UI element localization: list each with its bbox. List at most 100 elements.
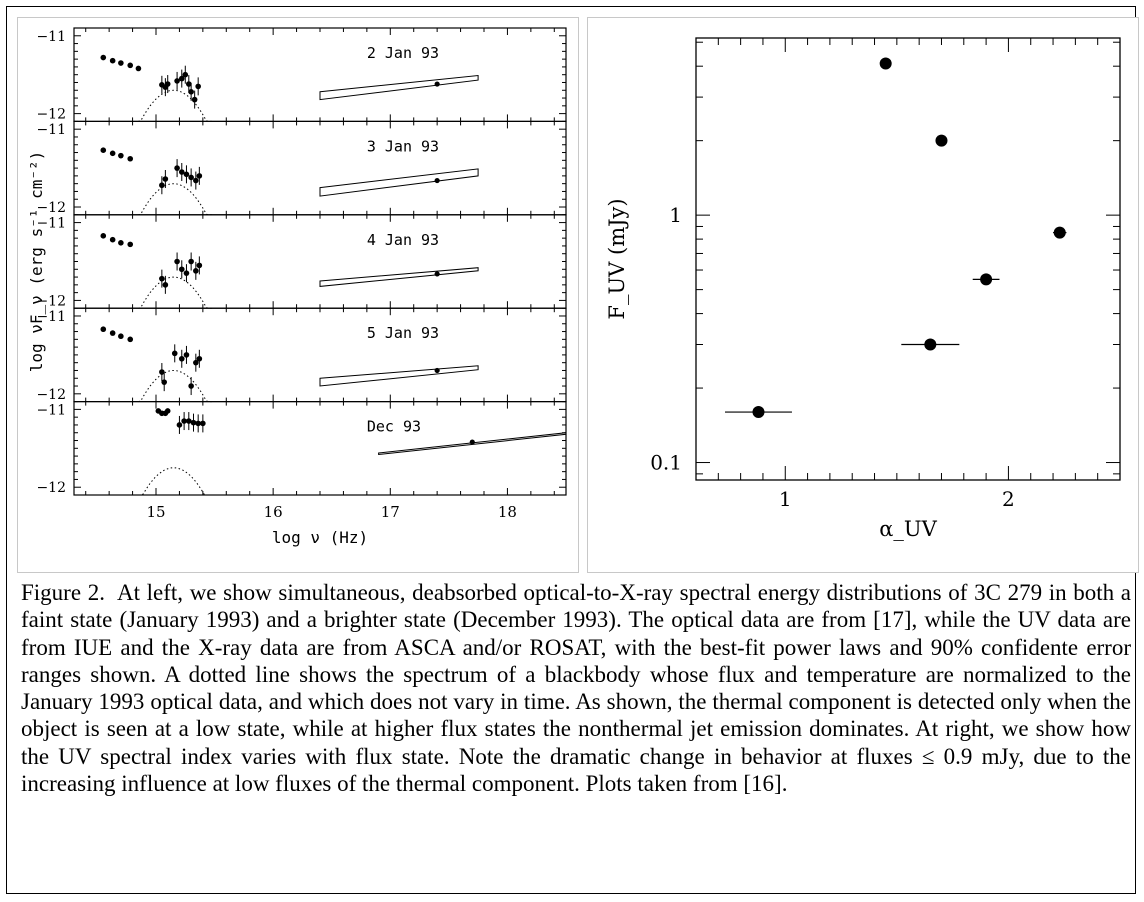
y-tick-label: −12 xyxy=(36,200,66,216)
uv-point xyxy=(188,383,194,389)
blackbody-curve xyxy=(138,183,214,216)
uv-point xyxy=(193,177,199,184)
uv-point xyxy=(193,268,199,274)
data-point xyxy=(752,406,765,419)
sed-panel: −11 −12 2 Jan 93 xyxy=(36,27,567,123)
y-tick-label: −11 xyxy=(36,402,66,418)
y-tick-label: −11 xyxy=(36,122,66,138)
xray-pivot-point xyxy=(434,81,440,87)
xray-bowtie xyxy=(319,74,479,101)
data-point xyxy=(879,57,892,70)
x-tick-label: 2 xyxy=(1002,487,1015,511)
caption-text: At left, we show simultaneous, deabsorbe… xyxy=(21,580,1132,797)
xray-pivot-point xyxy=(434,271,440,277)
sed-panel: −11 −12 4 Jan 93 xyxy=(36,214,567,309)
uv-point xyxy=(174,78,180,84)
optical-point xyxy=(127,155,134,162)
optical-point xyxy=(164,408,171,414)
optical-point xyxy=(100,233,107,239)
panel-label: 2 Jan 93 xyxy=(367,44,439,62)
uv-point xyxy=(188,258,194,265)
x-tick-label: 18 xyxy=(498,503,517,521)
uv-index-chart: 0.1 1 1 2 α_UV F_UV (mJy) xyxy=(605,37,1121,541)
panel-border xyxy=(73,27,567,123)
y-tick-label: −12 xyxy=(36,293,66,309)
panel-label: 5 Jan 93 xyxy=(367,324,439,342)
optical-point xyxy=(118,240,124,246)
uv-point xyxy=(196,355,203,362)
x-axis-label: log ν (Hz) xyxy=(272,528,368,547)
y-axis-label: log νF_ν (erg s⁻¹ cm⁻²) xyxy=(27,151,46,373)
uv-point xyxy=(176,422,183,428)
blackbody-curve xyxy=(138,276,214,309)
panel-label: Dec 93 xyxy=(367,418,421,436)
uv-point xyxy=(164,81,171,87)
uv-point xyxy=(159,182,165,189)
y-tick-label: −12 xyxy=(36,480,66,496)
data-point xyxy=(924,338,937,351)
y-tick-label: −11 xyxy=(36,29,66,45)
panel-label: 4 Jan 93 xyxy=(367,231,439,249)
uv-point xyxy=(196,262,203,269)
uv-point xyxy=(178,169,185,175)
x-tick-label: 16 xyxy=(264,503,283,521)
uv-point xyxy=(196,173,203,179)
panel-border xyxy=(73,401,567,496)
xray-pivot-point xyxy=(469,439,475,445)
uv-point xyxy=(162,176,169,182)
uv-point xyxy=(191,96,198,103)
uv-point xyxy=(162,282,169,288)
uv-index-chart-panel: 0.1 1 1 2 α_UV F_UV (mJy) xyxy=(587,17,1139,573)
panel-border xyxy=(73,120,567,216)
uv-point xyxy=(186,418,192,424)
optical-point xyxy=(127,62,134,69)
panel-border xyxy=(73,307,567,403)
y-tick-label: −12 xyxy=(36,387,66,403)
y-tick-label: 0.1 xyxy=(650,451,682,475)
uv-point xyxy=(159,369,165,375)
blackbody-curve xyxy=(138,369,214,403)
uv-point xyxy=(159,275,165,282)
xray-bowtie xyxy=(319,267,479,287)
optical-point xyxy=(118,333,124,340)
uv-point xyxy=(182,71,189,78)
uv-point xyxy=(174,258,180,265)
uv-point xyxy=(178,266,185,273)
optical-point xyxy=(100,326,107,333)
uv-point xyxy=(186,81,192,87)
caption-lead: Figure 2. xyxy=(21,580,105,605)
uv-point xyxy=(161,379,167,385)
uv-point xyxy=(178,355,185,362)
xray-bowtie xyxy=(378,432,567,456)
x-tick-label: 1 xyxy=(779,487,792,511)
panel-border xyxy=(73,214,567,309)
data-point xyxy=(1053,226,1066,239)
sed-chart-panel: −11 −12 2 Jan 93 −11 −12 3 Jan 93 −11 −12 4 Jan … xyxy=(17,17,579,573)
optical-point xyxy=(109,236,116,243)
uv-point xyxy=(195,420,201,427)
xray-bowtie xyxy=(319,168,479,197)
plot-border xyxy=(695,37,1121,481)
optical-point xyxy=(100,147,107,153)
sed-chart: −11−122 Jan 93−11−123 Jan 93−11−124 Jan … xyxy=(27,27,567,547)
sed-panel: −11 −12 5 Jan 93 xyxy=(36,307,567,403)
sed-panel: −11 −12 Dec 93 xyxy=(36,401,567,496)
optical-point xyxy=(127,336,134,343)
data-point xyxy=(935,134,948,147)
optical-point xyxy=(118,60,124,66)
y-tick-label: −11 xyxy=(36,216,66,232)
xray-bowtie xyxy=(319,365,479,387)
uv-point xyxy=(195,83,201,90)
y-tick-label: −12 xyxy=(36,107,66,123)
uv-point xyxy=(183,270,190,276)
uv-point xyxy=(188,174,194,181)
uv-point xyxy=(183,352,190,358)
optical-point xyxy=(109,150,116,157)
panel-label: 3 Jan 93 xyxy=(367,137,439,155)
optical-point xyxy=(127,241,134,248)
optical-point xyxy=(109,57,116,64)
optical-point xyxy=(109,330,116,336)
uv-point xyxy=(181,418,187,424)
xray-pivot-point xyxy=(434,177,440,184)
data-point xyxy=(980,273,993,286)
